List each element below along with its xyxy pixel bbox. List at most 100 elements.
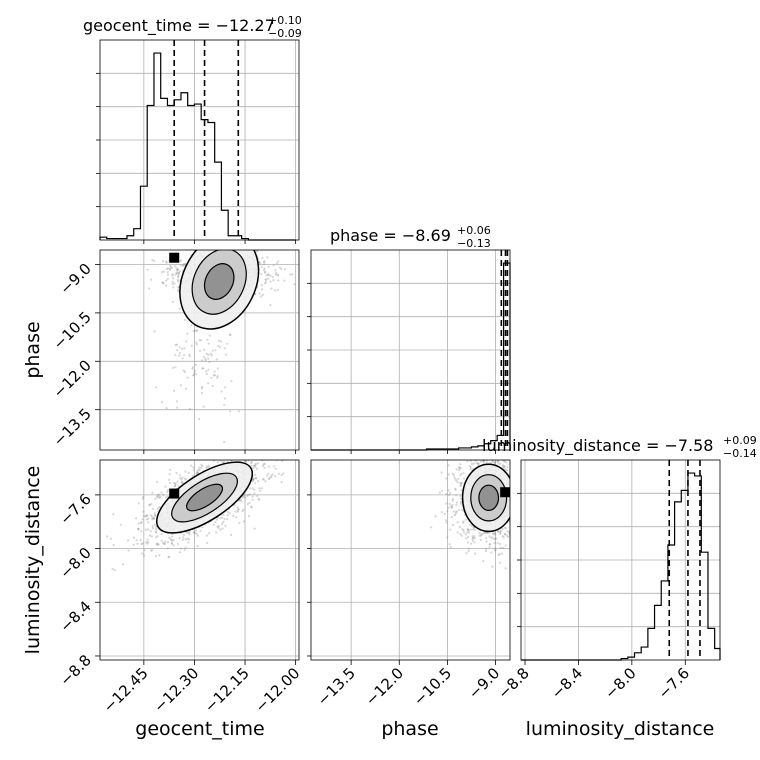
scatter-geocent-time-vs-phase-point: [270, 287, 273, 290]
scatter-geocent-time-vs-phase-point: [223, 403, 226, 406]
scatter-phase-vs-luminosity-distance-point: [513, 490, 515, 492]
scatter-phase-vs-luminosity-distance-point: [516, 522, 518, 524]
scatter-geocent-time-vs-phase-point: [271, 275, 274, 279]
scatter-phase-vs-luminosity-distance-point: [480, 534, 483, 537]
scatter-geocent-time-vs-luminosity-distance-point: [230, 533, 233, 537]
scatter-geocent-time-vs-luminosity-distance-point: [260, 487, 263, 490]
scatter-geocent-time-vs-luminosity-distance-point: [148, 534, 151, 537]
scatter-geocent-time-vs-phase-point: [272, 264, 275, 267]
scatter-geocent-time-vs-luminosity-distance-point: [219, 457, 221, 459]
scatter-geocent-time-vs-luminosity-distance-point: [155, 531, 158, 534]
xtick-label-phase-3: −9.0: [465, 664, 503, 702]
scatter-geocent-time-vs-luminosity-distance-point: [179, 547, 182, 550]
scatter-geocent-time-vs-phase-point: [129, 247, 131, 249]
scatter-geocent-time-vs-phase-point: [205, 352, 208, 355]
scatter-geocent-time-vs-luminosity-distance-point: [201, 526, 204, 529]
scatter-phase-vs-luminosity-distance-point: [464, 533, 467, 536]
scatter-phase-vs-luminosity-distance-point: [467, 550, 470, 553]
scatter-geocent-time-vs-phase-point: [204, 248, 206, 250]
scatter-geocent-time-vs-phase-point: [151, 258, 154, 262]
scatter-geocent-time-vs-luminosity-distance-point: [206, 541, 209, 545]
scatter-phase-vs-luminosity-distance-point: [468, 531, 471, 534]
scatter-phase-vs-luminosity-distance-point: [515, 505, 517, 507]
scatter-geocent-time-vs-phase-point: [173, 389, 176, 392]
scatter-geocent-time-vs-luminosity-distance-point: [281, 460, 284, 462]
scatter-geocent-time-vs-phase-point: [211, 349, 214, 352]
scatter-geocent-time-vs-luminosity-distance-point: [249, 435, 251, 437]
scatter-geocent-time-vs-luminosity-distance-point: [198, 469, 201, 472]
scatter-phase-vs-luminosity-distance-point: [440, 471, 443, 474]
xtick-label-luminosity-distance-2: −8.0: [601, 664, 639, 702]
scatter-geocent-time-vs-phase-point: [179, 259, 182, 262]
scatter-geocent-time-vs-phase-point: [274, 289, 277, 292]
scatter-geocent-time-vs-luminosity-distance-point: [181, 481, 184, 484]
scatter-phase-vs-luminosity-distance-point: [462, 529, 465, 532]
scatter-geocent-time-vs-luminosity-distance-point: [132, 543, 135, 546]
scatter-phase-vs-luminosity-distance-peak: [500, 487, 510, 498]
scatter-geocent-time-vs-phase-point: [180, 264, 183, 267]
scatter-geocent-time-vs-phase-point: [265, 274, 268, 277]
scatter-geocent-time-vs-phase-point: [168, 268, 172, 271]
scatter-geocent-time-vs-luminosity-distance-point: [201, 464, 204, 468]
scatter-geocent-time-vs-phase-point: [172, 286, 175, 289]
scatter-phase-vs-luminosity-distance-point: [513, 496, 515, 498]
scatter-geocent-time-vs-luminosity-distance-point: [221, 522, 224, 526]
scatter-geocent-time-vs-luminosity-distance-point: [268, 476, 271, 480]
scatter-geocent-time-vs-luminosity-distance-point: [219, 517, 222, 520]
scatter-geocent-time-vs-luminosity-distance-point: [250, 460, 253, 464]
scatter-phase-vs-luminosity-distance-point: [516, 482, 518, 484]
scatter-geocent-time-vs-luminosity-distance-point: [195, 529, 198, 532]
scatter-geocent-time-vs-phase-point: [184, 370, 187, 373]
scatter-phase-vs-luminosity-distance-point: [458, 467, 461, 470]
scatter-geocent-time-vs-luminosity-distance-point: [278, 456, 280, 458]
scatter-phase-vs-luminosity-distance-point: [488, 535, 491, 538]
scatter-geocent-time-vs-luminosity-distance-point: [214, 520, 217, 524]
scatter-geocent-time-vs-luminosity-distance-point: [223, 518, 226, 521]
scatter-phase-vs-luminosity-distance-point: [502, 464, 505, 467]
scatter-phase-vs-luminosity-distance-point: [463, 477, 466, 480]
scatter-phase-vs-luminosity-distance-point: [474, 552, 477, 555]
scatter-geocent-time-vs-phase-point: [217, 344, 220, 347]
scatter-geocent-time-vs-luminosity-distance-point: [146, 538, 149, 541]
scatter-geocent-time-vs-luminosity-distance-point: [181, 476, 184, 479]
scatter-phase-vs-luminosity-distance-point: [499, 532, 502, 536]
scatter-geocent-time-vs-phase-point: [177, 286, 180, 289]
scatter-phase-vs-luminosity-distance-point: [517, 515, 519, 517]
scatter-geocent-time-vs-phase-point: [192, 373, 195, 377]
scatter-geocent-time-vs-phase-point: [175, 271, 178, 274]
scatter-phase-vs-luminosity-distance-point: [496, 530, 499, 533]
scatter-geocent-time-vs-luminosity-distance-point: [140, 542, 143, 546]
scatter-phase-vs-luminosity-distance-contour-2: [478, 484, 500, 512]
scatter-phase-vs-luminosity-distance-point: [461, 528, 464, 531]
scatter-geocent-time-vs-luminosity-distance-point: [154, 528, 158, 531]
scatter-geocent-time-vs-luminosity-distance-point: [141, 542, 144, 545]
scatter-geocent-time-vs-luminosity-distance-point: [167, 555, 170, 559]
scatter-phase-vs-luminosity-distance-point: [469, 466, 472, 469]
scatter-geocent-time-vs-phase-point: [260, 272, 263, 275]
scatter-geocent-time-vs-luminosity-distance-point: [171, 542, 174, 545]
scatter-geocent-time-vs-luminosity-distance-point: [270, 474, 273, 477]
scatter-geocent-time-vs-luminosity-distance-point: [252, 466, 255, 469]
ytick-label-luminosity-distance-2: −8.0: [56, 544, 94, 582]
scatter-geocent-time-vs-luminosity-distance-point: [141, 518, 144, 521]
scatter-geocent-time-vs-phase-point: [178, 354, 181, 357]
scatter-phase-vs-luminosity-distance-point: [494, 548, 497, 552]
scatter-geocent-time-vs-phase-point: [195, 329, 198, 332]
scatter-phase-vs-luminosity-distance-point: [511, 514, 513, 516]
scatter-geocent-time-vs-luminosity-distance-point: [188, 533, 191, 536]
scatter-geocent-time-vs-luminosity-distance-point: [277, 472, 281, 475]
scatter-geocent-time-vs-luminosity-distance-point: [236, 453, 238, 455]
scatter-phase-vs-luminosity-distance-point: [460, 497, 463, 500]
scatter-geocent-time-vs-phase-point: [269, 280, 272, 283]
scatter-phase-vs-luminosity-distance-point: [497, 460, 500, 463]
scatter-geocent-time-vs-phase-point: [216, 367, 219, 370]
scatter-geocent-time-vs-luminosity-distance-point: [215, 531, 218, 534]
scatter-phase-vs-luminosity-distance-point: [537, 489, 539, 491]
scatter-geocent-time-vs-phase-point: [207, 357, 210, 360]
scatter-phase-vs-luminosity-distance-point: [511, 477, 513, 479]
scatter-geocent-time-vs-luminosity-distance-point: [142, 495, 145, 499]
scatter-phase-vs-luminosity-distance-point: [490, 457, 492, 459]
scatter-geocent-time-vs-luminosity-distance-point: [208, 532, 211, 535]
scatter-geocent-time-vs-luminosity-distance-point: [132, 536, 135, 539]
scatter-geocent-time-vs-luminosity-distance-point: [119, 523, 122, 526]
